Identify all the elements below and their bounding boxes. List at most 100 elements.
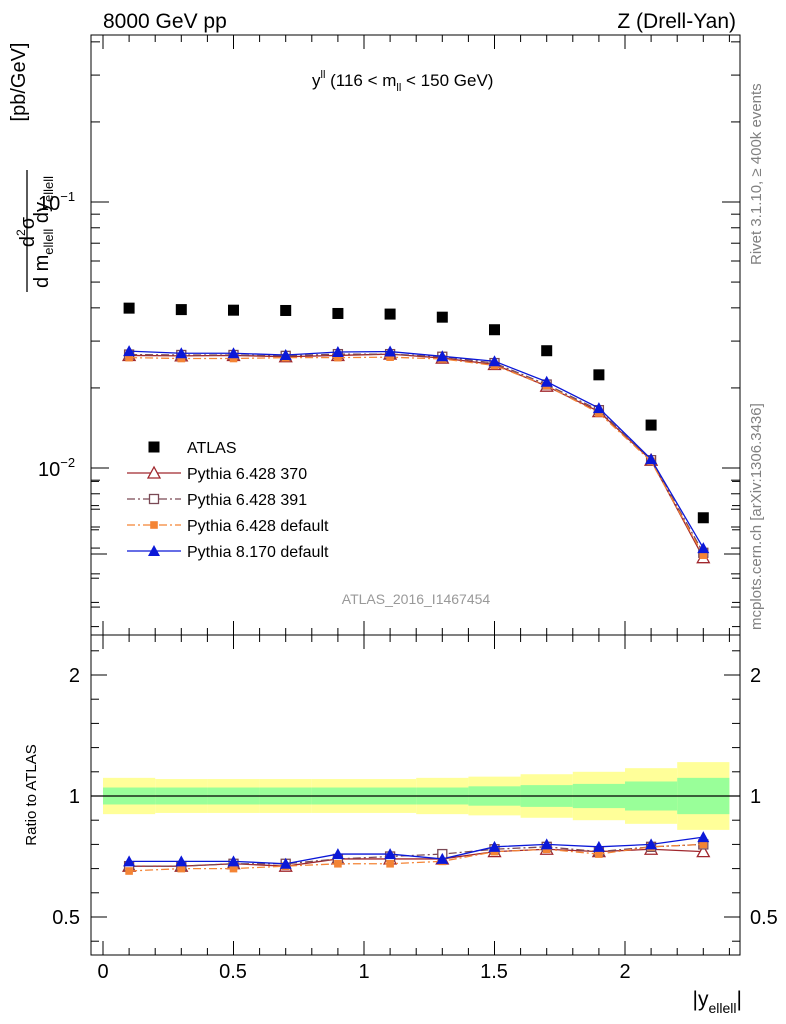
point-atlas-11 [697, 512, 709, 524]
ratio-line-p391 [129, 843, 704, 867]
x-tick-2: 2 [619, 961, 630, 983]
legend-marker-p370 [146, 465, 162, 479]
point-p8def-2 [227, 347, 240, 359]
ratio-point-p6def-5 [386, 859, 394, 868]
point-p8def-6 [436, 350, 449, 362]
mcplots-label: mcplots.cern.ch [arXiv:1306.3436] [748, 403, 765, 630]
ratio-point-p8def-1 [175, 855, 188, 867]
ratio-uncertainty-band [103, 762, 730, 830]
ratio-point-p8def-3 [279, 857, 292, 869]
point-p8def-7 [488, 355, 501, 367]
point-p6def-0 [125, 353, 133, 362]
point-p8def-9 [592, 402, 605, 414]
ratio-series-p370 [122, 841, 711, 872]
legend-marker-p8def [148, 545, 160, 556]
main-panel-series [122, 302, 711, 564]
ratio-panel-series [122, 831, 711, 875]
ratio-point-p6def-4 [334, 859, 342, 868]
point-p6def-4 [334, 353, 342, 362]
analysis-id: ATLAS_2016_I1467454 [342, 591, 491, 607]
legend-entry-p8def: Pythia 8.170 default [127, 544, 329, 561]
ratio-series-p8def [123, 831, 710, 869]
point-p8def-5 [384, 345, 397, 357]
ratio-line-p370 [129, 848, 704, 867]
point-atlas-5 [384, 308, 396, 320]
point-atlas-9 [593, 369, 605, 381]
point-atlas-0 [123, 302, 135, 314]
ratio-point-p8def-6 [436, 852, 449, 864]
ratio-point-p8def-5 [384, 848, 397, 860]
ratio-series-p391 [123, 839, 709, 872]
legend-entry-p370: Pythia 6.428 370 [127, 465, 307, 483]
point-p8def-8 [540, 375, 553, 387]
ratio-point-p8def-8 [540, 838, 553, 850]
ratio-point-p370-11 [696, 844, 711, 858]
ratio-point-p8def-7 [488, 840, 501, 852]
ratio-point-p8def-10 [645, 838, 658, 850]
point-p6def-5 [386, 353, 394, 361]
ratio-y-tick-2-right: 2 [750, 665, 761, 687]
ratio-point-p8def-2 [227, 855, 240, 867]
ratio-line-p8def [129, 836, 704, 865]
rivet-label: Rivet 3.1.10, ≥ 400k events [748, 83, 765, 265]
point-atlas-1 [175, 304, 187, 316]
legend-label-p370: Pythia 6.428 370 [187, 466, 307, 483]
point-p8def-0 [123, 345, 136, 357]
x-tick-1: 1 [358, 961, 369, 983]
line-p6def [129, 356, 704, 556]
header-process: 8000 GeV pp [103, 10, 227, 33]
svg-text:10−2: 10−2 [38, 455, 75, 481]
ratio-point-p6def-1 [177, 864, 186, 873]
main-y-tick-label-1: 10−2 [38, 455, 75, 481]
ratio-y-tick-0.5-left: 0.5 [52, 907, 80, 929]
legend-entry-p391: Pythia 6.428 391 [127, 492, 307, 509]
ratio-y-tick-1-left: 1 [69, 786, 80, 808]
line-p391 [129, 353, 704, 554]
point-p6def-11 [699, 551, 708, 560]
point-atlas-10 [645, 419, 657, 431]
ratio-y-tick-1-right: 1 [750, 786, 761, 808]
point-atlas-3 [280, 304, 292, 316]
main-y-tick-label-0: 10−1 [38, 189, 75, 215]
ratio-point-p6def-9 [595, 850, 603, 858]
line-p8def [129, 350, 704, 549]
x-tick-0: 0 [97, 961, 108, 983]
axis-ticks [91, 35, 740, 955]
point-atlas-2 [228, 304, 239, 316]
legend-marker-atlas [148, 441, 160, 453]
legend-marker-p6def [150, 521, 158, 529]
x-tick-1.5: 1.5 [480, 961, 508, 983]
ratio-panel-frame [90, 634, 741, 956]
legend-entry-p6def: Pythia 6.428 default [127, 518, 329, 535]
ratio-point-p8def-0 [123, 855, 136, 867]
svg-text:10−1: 10−1 [38, 189, 75, 215]
svg-text:[pb/GeV]: [pb/GeV] [8, 43, 30, 122]
point-atlas-6 [436, 311, 448, 323]
main-y-axis-label: d2σ d mellell dyellell [pb/GeV] [8, 43, 56, 292]
x-tick-0.5: 0.5 [219, 961, 247, 983]
point-p6def-2 [229, 354, 238, 363]
point-atlas-8 [541, 345, 553, 357]
ratio-point-p8def-9 [592, 840, 605, 852]
point-p8def-4 [331, 345, 344, 357]
ratio-point-p6def-0 [125, 867, 133, 875]
ratio-line-p6def [129, 843, 704, 872]
ratio-y-axis-label: Ratio to ATLAS [23, 744, 40, 845]
point-p8def-1 [175, 347, 188, 359]
point-atlas-7 [489, 324, 500, 336]
ratio-point-p8def-4 [331, 848, 344, 860]
series-atlas [123, 302, 709, 524]
header-channel: Z (Drell-Yan) [617, 10, 736, 33]
legend: ATLAS Pythia 6.428 370 Pythia 6.428 391 Pyt… [127, 440, 329, 561]
ratio-point-p8def-11 [697, 831, 710, 843]
plot-label: yll (116 < mll < 150 GeV) [312, 69, 493, 94]
svg-text:d2σ: d2σ [14, 216, 39, 247]
point-atlas-4 [332, 307, 344, 319]
point-p6def-1 [177, 354, 186, 363]
point-p8def-3 [279, 348, 292, 360]
series-p8def [123, 345, 710, 554]
ratio-point-p6def-11 [699, 840, 708, 849]
legend-label-p6def: Pythia 6.428 default [187, 518, 329, 535]
line-p370 [129, 353, 704, 559]
